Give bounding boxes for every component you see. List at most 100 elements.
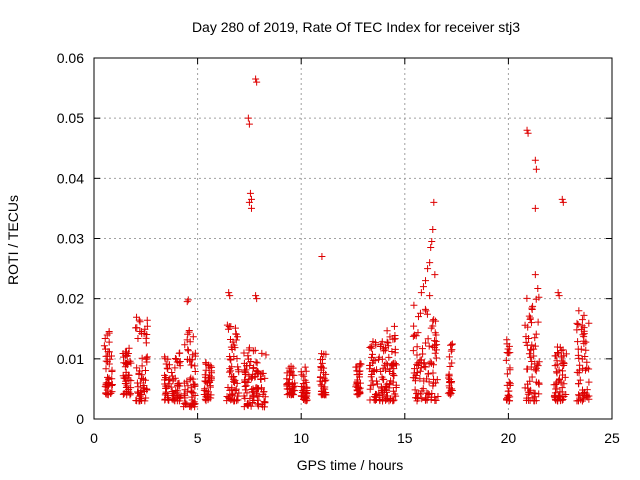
data-point — [354, 383, 362, 391]
x-tick-label: 15 — [397, 430, 413, 446]
data-point — [559, 396, 567, 404]
y-axis-label: ROTI / TECUs — [5, 195, 21, 285]
data-point — [142, 339, 150, 347]
data-point — [366, 385, 374, 393]
data-point — [318, 359, 326, 367]
data-point — [286, 367, 294, 375]
data-point — [432, 346, 440, 354]
data-point — [366, 365, 374, 373]
data-point — [132, 324, 140, 332]
data-point — [162, 360, 170, 368]
data-point — [140, 384, 148, 392]
data-point — [534, 318, 542, 326]
data-point — [369, 367, 377, 375]
data-point — [356, 387, 364, 395]
data-point — [119, 390, 127, 398]
y-tick-label: 0.01 — [57, 351, 84, 367]
data-point — [424, 265, 432, 273]
data-point — [240, 366, 248, 374]
data-point — [181, 386, 189, 394]
data-point — [285, 376, 293, 384]
data-point — [369, 381, 377, 389]
data-point — [183, 377, 191, 385]
data-point — [244, 401, 252, 409]
data-point — [410, 322, 418, 330]
data-point — [383, 338, 391, 346]
data-point — [416, 375, 424, 383]
data-point — [318, 253, 326, 261]
data-point — [526, 377, 534, 385]
data-point — [534, 362, 542, 370]
data-point — [161, 396, 169, 404]
data-point — [161, 353, 169, 361]
data-point — [140, 329, 148, 337]
data-point — [167, 383, 175, 391]
data-point — [127, 377, 135, 385]
data-point — [231, 324, 239, 332]
data-point — [410, 301, 418, 309]
data-point — [528, 304, 536, 312]
data-point — [429, 317, 437, 325]
data-point — [504, 345, 512, 353]
data-point — [431, 393, 439, 401]
data-point — [283, 385, 291, 393]
data-point — [446, 363, 454, 371]
data-point — [582, 346, 590, 354]
data-point — [261, 374, 269, 382]
data-point — [186, 376, 194, 384]
data-point — [420, 360, 428, 368]
data-point — [415, 359, 423, 367]
data-point — [191, 367, 199, 375]
data-point — [138, 362, 146, 370]
data-point — [134, 388, 142, 396]
data-point — [124, 358, 132, 366]
data-point — [244, 378, 252, 386]
data-point — [377, 384, 385, 392]
data-point — [249, 399, 257, 407]
data-point — [551, 389, 559, 397]
data-point — [135, 392, 143, 400]
data-point — [527, 386, 535, 394]
data-point — [419, 385, 427, 393]
data-point — [134, 334, 142, 342]
data-point — [108, 375, 116, 383]
data-point — [138, 354, 146, 362]
data-point — [535, 358, 543, 366]
data-point — [574, 338, 582, 346]
data-point — [164, 391, 172, 399]
x-axis-ticks: 0 5 10 15 20 25 — [90, 58, 620, 446]
data-point — [531, 366, 539, 374]
data-point — [430, 198, 438, 206]
data-point — [392, 381, 400, 389]
data-point — [233, 355, 241, 363]
data-point — [379, 393, 387, 401]
data-point — [385, 353, 393, 361]
data-point — [531, 334, 539, 342]
data-point — [226, 292, 234, 300]
data-point — [534, 379, 542, 387]
data-point — [371, 339, 379, 347]
data-point — [191, 362, 199, 370]
data-point — [411, 365, 419, 373]
data-point — [389, 378, 397, 386]
data-point — [427, 324, 435, 332]
data-point — [188, 361, 196, 369]
data-point — [531, 393, 539, 401]
data-point — [432, 354, 440, 362]
data-point — [413, 343, 421, 351]
data-point — [578, 322, 586, 330]
data-point — [184, 347, 192, 355]
data-point — [527, 345, 535, 353]
data-point — [557, 347, 565, 355]
x-tick-label: 10 — [293, 430, 309, 446]
data-point — [389, 387, 397, 395]
data-point — [102, 357, 110, 365]
data-point — [226, 352, 234, 360]
data-point — [531, 204, 539, 212]
data-point — [585, 392, 593, 400]
data-point — [532, 367, 540, 375]
data-point — [368, 377, 376, 385]
data-point — [251, 373, 259, 381]
